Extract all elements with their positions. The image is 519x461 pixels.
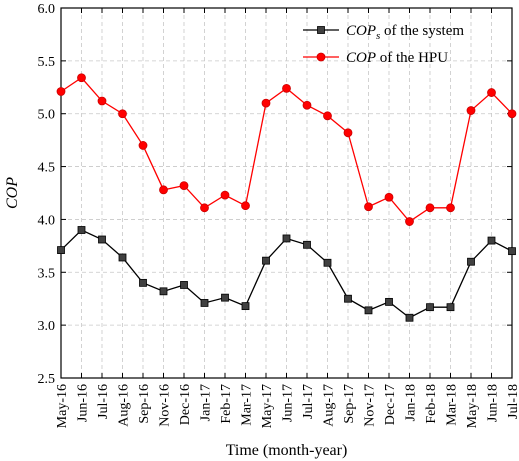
x-axis: May-16 Jun-16 Jul-16 Aug-16 Sep-16 Nov-16 Dec-… <box>55 8 519 428</box>
x-tick-label: Nov-16 <box>158 384 173 427</box>
legend-label-rest: of the HPU <box>376 50 448 66</box>
legend-label-main: COP <box>346 50 376 66</box>
x-tick-label: May-16 <box>55 384 70 428</box>
data-point <box>180 281 188 289</box>
x-tick-label: Dec-17 <box>383 384 398 425</box>
data-point <box>77 73 86 83</box>
data-point <box>426 303 434 312</box>
x-tick-label: Aug-17 <box>322 384 337 427</box>
y-tick-label: 2.5 <box>38 372 56 387</box>
data-point <box>405 313 414 322</box>
x-tick-label: Jun-16 <box>76 384 91 422</box>
y-tick-label: 4.0 <box>38 213 56 228</box>
data-point <box>221 293 229 302</box>
data-point <box>139 278 147 287</box>
y-axis: 2.5 3.0 3.5 4.0 4.5 5.0 5.5 6.0 <box>38 2 512 387</box>
data-point <box>466 106 476 115</box>
series-0 <box>57 226 516 322</box>
data-point <box>364 202 373 212</box>
y-tick-label: 3.5 <box>38 266 56 281</box>
data-point <box>138 141 148 150</box>
legend-item-1: COP of the HPU <box>303 50 448 66</box>
data-point <box>323 111 332 121</box>
y-tick-label: 5.5 <box>38 55 56 70</box>
data-point <box>487 236 496 245</box>
legend-label-rest: of the system <box>380 23 464 39</box>
data-point <box>57 246 65 254</box>
data-point <box>303 240 311 249</box>
legend-marker <box>316 52 326 62</box>
data-point <box>241 201 250 211</box>
x-tick-label: Feb-18 <box>424 384 439 424</box>
x-tick-label: Dec-16 <box>178 384 193 425</box>
data-point <box>508 247 516 256</box>
x-tick-label: Jul-18 <box>506 384 519 419</box>
data-point <box>241 302 250 311</box>
legend-label-main: COP <box>346 23 376 39</box>
data-point <box>98 235 106 244</box>
x-tick-label: Sep-17 <box>342 384 357 424</box>
legend-label: COPs of the system <box>346 23 464 42</box>
x-tick-label: Aug-16 <box>117 384 132 427</box>
data-point <box>343 128 353 138</box>
data-point <box>302 100 312 110</box>
data-point <box>97 96 107 106</box>
data-point <box>487 88 496 97</box>
data-point <box>323 258 332 267</box>
x-tick-label: Jun-17 <box>281 384 296 422</box>
data-point <box>364 306 373 315</box>
y-tick-label: 6.0 <box>38 2 56 17</box>
data-point <box>467 257 475 266</box>
x-tick-label: Feb-17 <box>219 384 234 424</box>
x-tick-label: Jul-16 <box>96 384 111 419</box>
legend-item-0: COPs of the system <box>303 23 464 42</box>
x-tick-label: May-18 <box>465 384 480 428</box>
data-point <box>159 185 168 195</box>
x-tick-label: Mar-17 <box>240 384 255 426</box>
x-tick-label: May-17 <box>260 384 275 428</box>
data-point <box>159 287 168 296</box>
data-point <box>262 256 270 265</box>
x-tick-label: Jun-18 <box>486 384 501 422</box>
data-point <box>220 190 230 200</box>
data-point <box>77 226 86 234</box>
legend-marker <box>317 26 325 34</box>
x-tick-label: Jan-17 <box>199 384 214 421</box>
data-point <box>118 253 127 262</box>
series-1 <box>56 73 517 226</box>
series-lines <box>56 73 517 322</box>
y-tick-label: 5.0 <box>38 108 56 123</box>
grid <box>61 8 512 378</box>
data-point <box>344 294 352 303</box>
data-point <box>507 109 517 119</box>
data-point <box>200 299 209 307</box>
data-point <box>261 98 271 108</box>
y-tick-label: 3.0 <box>38 319 56 334</box>
data-point <box>56 87 66 96</box>
data-point <box>446 303 455 312</box>
x-tick-label: Jan-18 <box>404 384 419 421</box>
data-point <box>405 217 414 226</box>
data-point <box>385 297 393 306</box>
legend-label-sub: s <box>376 30 380 42</box>
y-axis-label: COP <box>4 177 21 209</box>
x-tick-label: Jul-17 <box>301 384 316 419</box>
data-point <box>384 192 394 202</box>
x-tick-label: Nov-17 <box>363 384 378 427</box>
x-tick-label: Sep-16 <box>137 384 152 424</box>
data-point <box>282 234 291 243</box>
data-point <box>200 203 209 213</box>
data-point <box>282 83 291 93</box>
legend-label: COP of the HPU <box>346 50 448 66</box>
y-tick-label: 4.5 <box>38 161 56 176</box>
data-point <box>425 203 435 213</box>
x-tick-label: Mar-18 <box>445 384 460 426</box>
data-point <box>446 203 455 213</box>
data-point <box>118 109 127 119</box>
data-point <box>179 181 189 191</box>
x-axis-label: Time (month-year) <box>226 442 348 459</box>
